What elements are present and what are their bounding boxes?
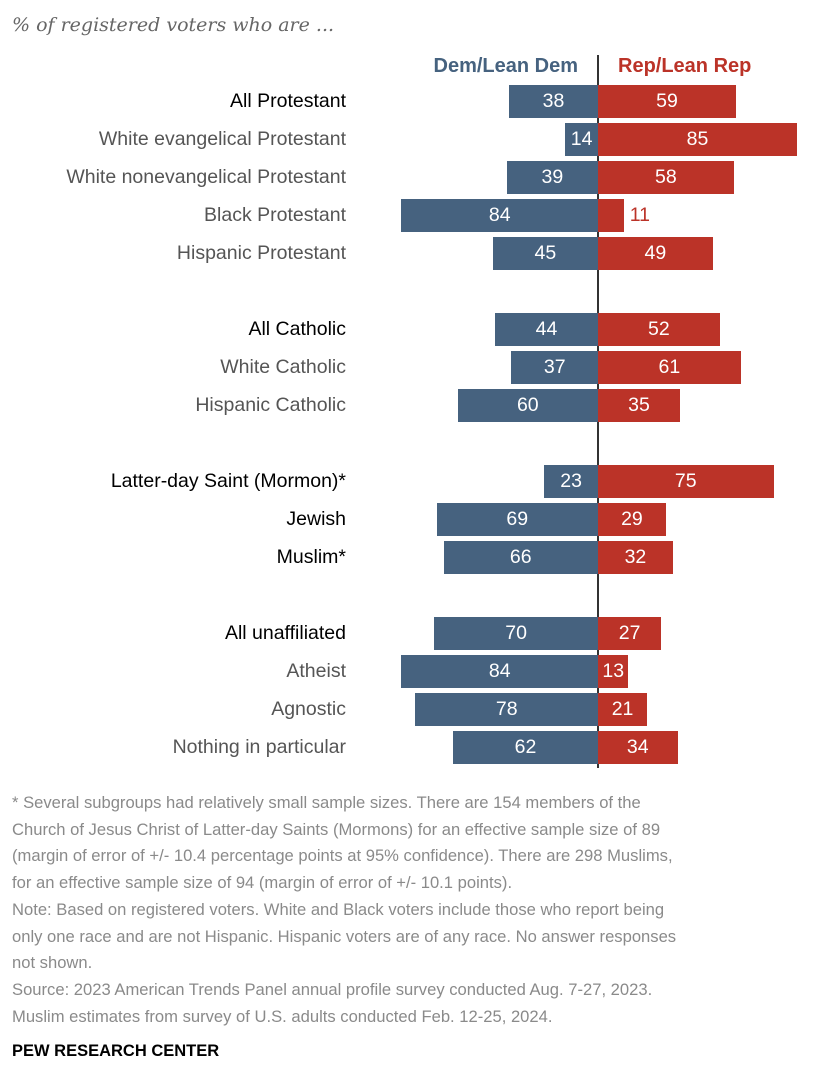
bar-rep [598, 503, 666, 536]
value-label-dem: 23 [560, 470, 582, 492]
bar-dem [457, 389, 598, 422]
value-label-rep: 32 [624, 546, 647, 568]
note-line: Source: 2023 American Trends Panel annua… [12, 979, 653, 999]
bar-dem [509, 85, 598, 118]
value-label-dem: 38 [542, 90, 565, 112]
category-label: White evangelical Protestant [98, 128, 346, 150]
note-line: only one race and are not Hispanic. Hisp… [12, 926, 677, 946]
bar-dem [544, 465, 598, 498]
bar-rep [598, 617, 662, 650]
legend-dem: Dem/Lean Dem [433, 55, 579, 77]
value-label-dem: 69 [506, 508, 529, 530]
value-label-dem: 66 [509, 546, 532, 568]
bar-dem [443, 541, 598, 574]
bar-dem [401, 199, 598, 232]
note-line: * Several subgroups had relatively small… [12, 793, 641, 812]
value-label-dem: 70 [505, 622, 527, 644]
bar-rep [598, 313, 720, 346]
value-label-dem: 84 [488, 204, 511, 226]
chart-subtitle: % of registered voters who are ... [12, 14, 335, 36]
category-label: Nothing in particular [172, 736, 346, 758]
category-label: Latter-day Saint (Mormon)* [110, 470, 346, 492]
bar-dem [434, 617, 598, 650]
value-label-rep: 27 [618, 622, 641, 644]
value-label-rep: 35 [628, 394, 650, 416]
value-label-rep: 85 [686, 128, 709, 150]
category-label: White nonevangelical Protestant [66, 166, 346, 188]
bar-rep [598, 199, 624, 232]
bar-rep [598, 237, 713, 270]
value-label-rep: 59 [656, 90, 678, 112]
value-label-dem: 84 [488, 660, 511, 682]
value-label-rep: 29 [621, 508, 643, 530]
bar-rep [598, 731, 678, 764]
bar-dem [565, 123, 598, 156]
value-label-dem: 78 [495, 698, 518, 720]
value-label-dem: 45 [534, 242, 557, 264]
bar-dem [492, 237, 598, 270]
bar-rep [598, 161, 734, 194]
bar-dem [506, 161, 598, 194]
bar-dem [511, 351, 598, 384]
value-label-dem: 14 [570, 128, 593, 150]
bar-rep [598, 465, 774, 498]
note-line: (margin of error of +/- 10.4 percentage … [12, 846, 673, 866]
value-label-rep: 52 [647, 318, 670, 340]
value-label-rep: 75 [674, 470, 697, 492]
value-label-rep: 58 [655, 166, 677, 188]
bar-rep [598, 693, 648, 726]
bar-dem [436, 503, 598, 536]
bar-rep [598, 655, 629, 688]
category-label: Hispanic Catholic [195, 394, 346, 416]
value-label-rep: 61 [658, 356, 681, 378]
value-label-dem: 37 [543, 356, 566, 378]
category-label: All unaffiliated [224, 622, 346, 644]
bar-rep [598, 541, 673, 574]
bar-rep [598, 389, 680, 422]
category-label: Jewish [286, 508, 346, 530]
pew-logo-text: PEW RESEARCH CENTER [12, 1042, 220, 1060]
value-label-rep: 34 [626, 736, 649, 758]
category-label: Atheist [286, 660, 346, 682]
bar-dem [401, 655, 598, 688]
bar-rep [598, 85, 737, 118]
category-label: All Protestant [230, 90, 346, 112]
bar-dem [452, 731, 598, 764]
category-label: Agnostic [271, 698, 346, 720]
note-line: Note: Based on registered voters. White … [12, 899, 665, 919]
note-line: Muslim estimates from survey of U.S. adu… [12, 1006, 553, 1026]
note-line: Church of Jesus Christ of Latter-day Sai… [12, 819, 661, 839]
category-label: Hispanic Protestant [176, 242, 346, 264]
value-label-dem: 44 [535, 318, 558, 340]
value-label-rep: 13 [602, 660, 625, 682]
footnotes: * Several subgroups had relatively small… [12, 790, 827, 1030]
category-label: All Catholic [248, 318, 346, 340]
note-line: not shown. [12, 953, 93, 973]
value-label-rep: 11 [629, 204, 650, 226]
legend-rep: Rep/Lean Rep [618, 55, 752, 77]
value-label-dem: 39 [541, 166, 564, 188]
category-label: White Catholic [220, 356, 346, 378]
category-label: Black Protestant [204, 204, 346, 226]
value-label-dem: 60 [516, 394, 539, 416]
value-label-dem: 62 [514, 736, 537, 758]
note-line: for an effective sample size of 94 (marg… [12, 873, 513, 893]
value-label-rep: 49 [644, 242, 667, 264]
bar-dem [415, 693, 598, 726]
bar-rep [598, 351, 741, 384]
category-label: Muslim* [276, 546, 346, 568]
bar-dem [495, 313, 598, 346]
bar-rep [598, 123, 797, 156]
value-label-rep: 21 [611, 698, 634, 720]
